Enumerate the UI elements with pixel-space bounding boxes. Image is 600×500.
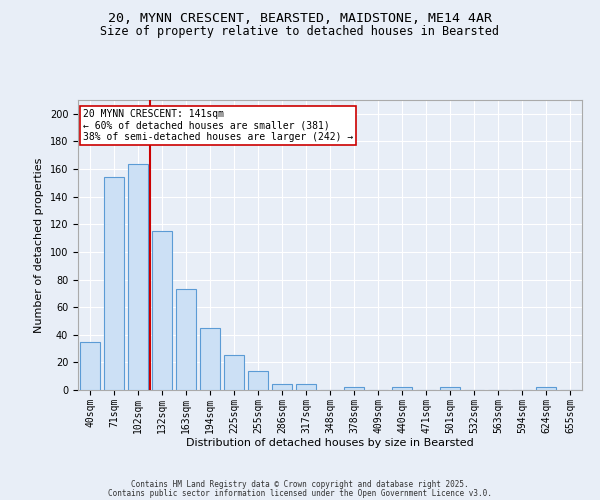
Bar [272, 384, 292, 390]
Bar [200, 328, 220, 390]
Text: Size of property relative to detached houses in Bearsted: Size of property relative to detached ho… [101, 25, 499, 38]
Bar [80, 342, 100, 390]
Bar [176, 289, 196, 390]
Bar [248, 370, 268, 390]
Text: 20 MYNN CRESCENT: 141sqm
← 60% of detached houses are smaller (381)
38% of semi-: 20 MYNN CRESCENT: 141sqm ← 60% of detach… [83, 108, 353, 142]
X-axis label: Distribution of detached houses by size in Bearsted: Distribution of detached houses by size … [186, 438, 474, 448]
Text: Contains HM Land Registry data © Crown copyright and database right 2025.: Contains HM Land Registry data © Crown c… [131, 480, 469, 489]
Bar [440, 387, 460, 390]
Y-axis label: Number of detached properties: Number of detached properties [34, 158, 44, 332]
Bar [536, 387, 556, 390]
Bar [296, 384, 316, 390]
Bar [224, 356, 244, 390]
Text: Contains public sector information licensed under the Open Government Licence v3: Contains public sector information licen… [108, 489, 492, 498]
Bar [104, 178, 124, 390]
Bar [392, 387, 412, 390]
Bar [128, 164, 148, 390]
Bar [344, 387, 364, 390]
Text: 20, MYNN CRESCENT, BEARSTED, MAIDSTONE, ME14 4AR: 20, MYNN CRESCENT, BEARSTED, MAIDSTONE, … [108, 12, 492, 26]
Bar [152, 231, 172, 390]
